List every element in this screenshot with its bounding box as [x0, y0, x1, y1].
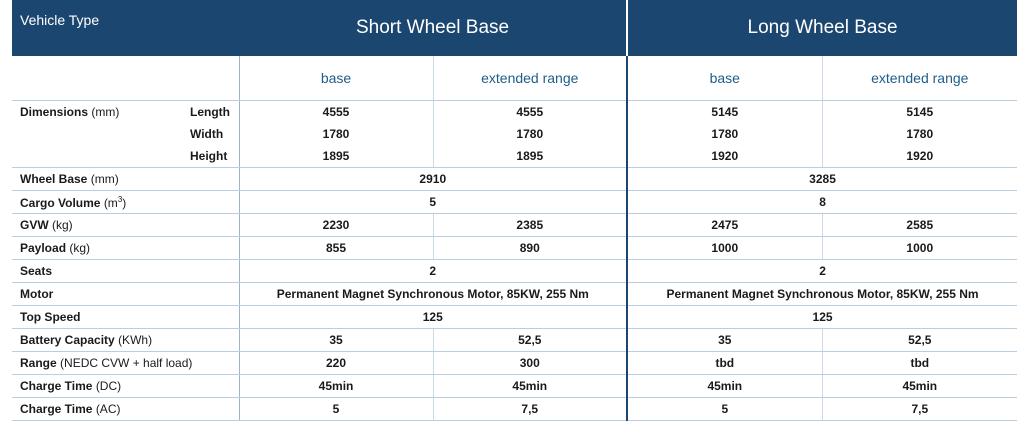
range-label: Range (NEDC CVW + half load) [12, 351, 240, 375]
row-width: Width 1780 1780 1780 1780 [12, 123, 1018, 145]
row-seats: Seats 2 2 [12, 259, 1018, 283]
cell: 2585 [821, 213, 1018, 237]
height-label: Height [182, 145, 240, 168]
cell: 45min [238, 374, 434, 398]
spec-sheet: Vehicle Type Short Wheel Base Long Wheel… [12, 0, 1018, 421]
cell: 1895 [432, 145, 628, 168]
cell: 855 [238, 236, 434, 260]
dimensions-label: Dimensions (mm) [20, 105, 120, 119]
cell: 45min [432, 374, 628, 398]
header-row: Vehicle Type Short Wheel Base Long Wheel… [12, 0, 1018, 56]
cell: 5 [238, 190, 628, 214]
cell: 3285 [626, 167, 1018, 191]
cell: 125 [238, 305, 628, 329]
gvw-label: GVW (kg) [12, 213, 240, 237]
row-battery: Battery Capacity (KWh) 35 52,5 35 52,5 [12, 328, 1018, 352]
cargo-volume-label: Cargo Volume (m3) [12, 190, 240, 214]
vehicle-type-label: Vehicle Type [12, 0, 240, 56]
cell: 5 [238, 397, 434, 421]
cell: 300 [432, 351, 628, 375]
cell: Permanent Magnet Synchronous Motor, 85KW… [238, 282, 628, 306]
cell: 7,5 [821, 397, 1018, 421]
cell: tbd [626, 351, 823, 375]
cell: 1780 [238, 123, 434, 145]
row-range: Range (NEDC CVW + half load) 220 300 tbd… [12, 351, 1018, 375]
variant-swb-extended: extended range [432, 56, 628, 101]
cell: 52,5 [821, 328, 1018, 352]
cell: 1780 [626, 123, 823, 145]
row-gvw: GVW (kg) 2230 2385 2475 2585 [12, 213, 1018, 237]
cell: 4555 [432, 100, 628, 123]
cell: 45min [821, 374, 1018, 398]
cell: 1920 [821, 145, 1018, 168]
length-label: Length [190, 105, 230, 119]
top-speed-label: Top Speed [12, 305, 240, 329]
variant-row: base extended range base extended range [12, 56, 1018, 101]
cell: Permanent Magnet Synchronous Motor, 85KW… [626, 282, 1018, 306]
cell: 52,5 [432, 328, 628, 352]
motor-label: Motor [12, 282, 240, 306]
cell: 2 [238, 259, 628, 283]
cell: 2385 [432, 213, 628, 237]
row-charge-dc: Charge Time (DC) 45min 45min 45min 45min [12, 374, 1018, 398]
cell: 35 [238, 328, 434, 352]
row-wheel-base: Wheel Base (mm) 2910 3285 [12, 167, 1018, 191]
cell: 8 [626, 190, 1018, 214]
cell: 5145 [626, 100, 823, 123]
seats-label: Seats [12, 259, 240, 283]
cell: 5 [626, 397, 823, 421]
cell: 2910 [238, 167, 628, 191]
cell: 1780 [432, 123, 628, 145]
cell: 1895 [238, 145, 434, 168]
cell: 125 [626, 305, 1018, 329]
variant-swb-base: base [238, 56, 434, 101]
cell: 2 [626, 259, 1018, 283]
cell: 2475 [626, 213, 823, 237]
payload-label: Payload (kg) [12, 236, 240, 260]
spec-table: Vehicle Type Short Wheel Base Long Wheel… [12, 0, 1018, 421]
row-top-speed: Top Speed 125 125 [12, 305, 1018, 329]
variant-blank [12, 56, 240, 101]
lwb-heading: Long Wheel Base [626, 0, 1018, 56]
cell: 1780 [821, 123, 1018, 145]
cell: 2230 [238, 213, 434, 237]
charge-ac-label: Charge Time (AC) [12, 397, 240, 421]
cell: 4555 [238, 100, 434, 123]
row-charge-ac: Charge Time (AC) 5 7,5 5 7,5 [12, 397, 1018, 421]
cell: 35 [626, 328, 823, 352]
width-label: Width [190, 127, 224, 141]
cell: tbd [821, 351, 1018, 375]
variant-lwb-base: base [626, 56, 823, 101]
cell: 45min [626, 374, 823, 398]
cell: 1920 [626, 145, 823, 168]
cell: 220 [238, 351, 434, 375]
battery-label: Battery Capacity (KWh) [12, 328, 240, 352]
variant-lwb-extended: extended range [821, 56, 1018, 101]
cell: 1000 [626, 236, 823, 260]
cell: 7,5 [432, 397, 628, 421]
row-motor: Motor Permanent Magnet Synchronous Motor… [12, 282, 1018, 306]
charge-dc-label: Charge Time (DC) [12, 374, 240, 398]
swb-heading: Short Wheel Base [239, 0, 628, 56]
row-height: Height 1895 1895 1920 1920 [12, 145, 1018, 168]
cell: 5145 [821, 100, 1018, 123]
cell: 890 [432, 236, 628, 260]
wheel-base-label: Wheel Base (mm) [12, 167, 240, 191]
row-length: Dimensions (mm) Length 4555 4555 5145 51… [12, 100, 1018, 123]
cell: 1000 [821, 236, 1018, 260]
row-payload: Payload (kg) 855 890 1000 1000 [12, 236, 1018, 260]
row-cargo-volume: Cargo Volume (m3) 5 8 [12, 190, 1018, 214]
